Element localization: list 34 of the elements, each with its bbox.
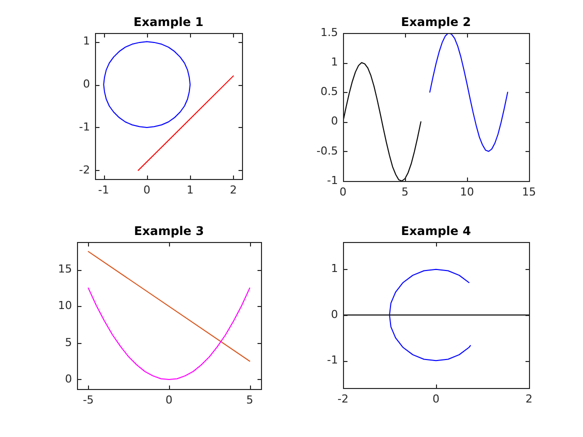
- x-tick-label: 5: [402, 185, 408, 198]
- chart-title: Example 1: [134, 15, 204, 29]
- x-tick-label: -1: [98, 183, 110, 196]
- y-tick-label: 5: [65, 336, 72, 349]
- chart-title: Example 2: [401, 15, 471, 29]
- x-tick-label: 5: [246, 393, 254, 406]
- y-tick-label: 0: [331, 308, 338, 321]
- y-tick-label: 0: [331, 114, 338, 128]
- y-tick-label: -1: [327, 353, 338, 366]
- x-tick-label: 10: [460, 185, 474, 198]
- y-tick-label: -1: [327, 174, 338, 187]
- y-tick-label: 15: [58, 262, 72, 276]
- y-tick-label: 1: [331, 55, 338, 68]
- y-tick-label: 1: [83, 34, 90, 48]
- y-tick-label: 1.5: [320, 26, 338, 39]
- x-tick-label: 15: [522, 185, 536, 198]
- x-tick-label: 2: [526, 392, 532, 406]
- y-tick-label: 0: [65, 372, 72, 386]
- chart-title: Example 3: [134, 224, 204, 238]
- x-tick-label: 1: [186, 183, 194, 196]
- x-tick-label: -5: [82, 393, 94, 406]
- chart-title: Example 4: [401, 224, 471, 238]
- x-tick-label: 0: [166, 393, 172, 406]
- y-tick-label: -0.5: [316, 144, 338, 158]
- y-tick-label: -2: [79, 163, 90, 176]
- y-tick-label: 0: [83, 77, 90, 90]
- y-tick-label: -1: [79, 120, 90, 134]
- x-tick-label: 0: [143, 183, 150, 196]
- x-tick-label: 2: [230, 183, 237, 196]
- x-tick-label: 0: [340, 185, 346, 198]
- y-tick-label: 1: [331, 262, 338, 276]
- y-tick-label: 10: [58, 299, 72, 312]
- x-tick-label: 0: [432, 392, 440, 406]
- y-tick-label: 0.5: [320, 85, 338, 98]
